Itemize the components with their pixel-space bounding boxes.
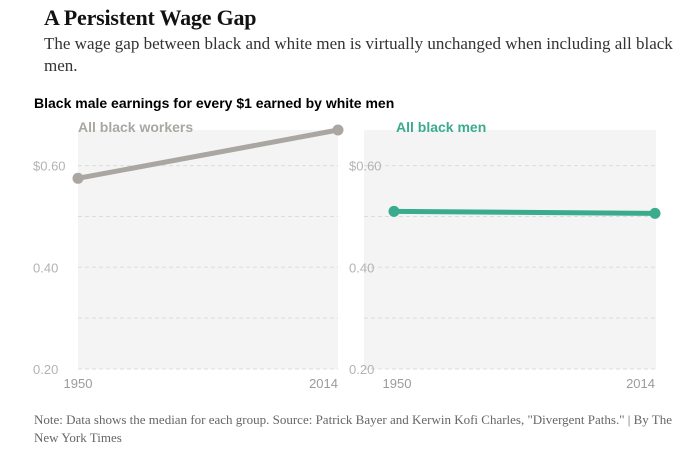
data-point bbox=[72, 172, 84, 184]
headline: A Persistent Wage Gap bbox=[44, 5, 257, 30]
x-tick-label: 2014 bbox=[626, 376, 655, 391]
source-note: Note: Data shows the median for each gro… bbox=[34, 412, 673, 445]
y-tick-label: $0.60 bbox=[349, 159, 382, 174]
data-point bbox=[388, 205, 400, 217]
x-tick-label: 2014 bbox=[309, 376, 338, 391]
data-point bbox=[649, 207, 661, 219]
series-label: All black men bbox=[396, 119, 486, 135]
x-tick-label: 1950 bbox=[383, 376, 412, 391]
y-tick-label: 0.20 bbox=[33, 362, 58, 377]
chart-label: Black male earnings for every $1 earned … bbox=[34, 95, 395, 111]
data-point bbox=[332, 124, 344, 136]
x-tick-label: 1950 bbox=[64, 376, 93, 391]
series-line bbox=[75, 127, 341, 181]
plot-background bbox=[364, 130, 656, 369]
y-tick-label: 0.40 bbox=[349, 260, 374, 275]
small-multiples-chart: $0.60 0.40 0.20 1950 2014 All black workers $0… bbox=[33, 119, 661, 391]
y-tick-label: 0.40 bbox=[33, 260, 58, 275]
series-label: All black workers bbox=[78, 119, 193, 135]
dek: The wage gap between black and white men… bbox=[44, 34, 673, 75]
y-tick-label: $0.60 bbox=[33, 159, 66, 174]
series-line bbox=[391, 208, 658, 216]
y-tick-label: 0.20 bbox=[349, 362, 374, 377]
